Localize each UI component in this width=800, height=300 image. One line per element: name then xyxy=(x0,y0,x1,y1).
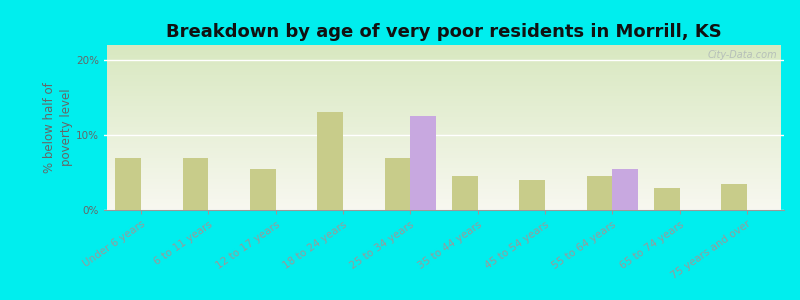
Bar xyxy=(250,169,276,210)
Bar xyxy=(722,184,747,210)
Title: Breakdown by age of very poor residents in Morrill, KS: Breakdown by age of very poor residents … xyxy=(166,23,722,41)
Bar xyxy=(115,158,141,210)
Bar xyxy=(654,188,680,210)
Bar xyxy=(318,112,343,210)
Y-axis label: % below half of
poverty level: % below half of poverty level xyxy=(43,82,74,173)
Bar xyxy=(182,158,208,210)
Bar xyxy=(410,116,436,210)
Text: City-Data.com: City-Data.com xyxy=(707,50,778,60)
Bar xyxy=(519,180,545,210)
Bar xyxy=(385,158,410,210)
Bar xyxy=(586,176,612,210)
Bar xyxy=(452,176,478,210)
Bar xyxy=(612,169,638,210)
